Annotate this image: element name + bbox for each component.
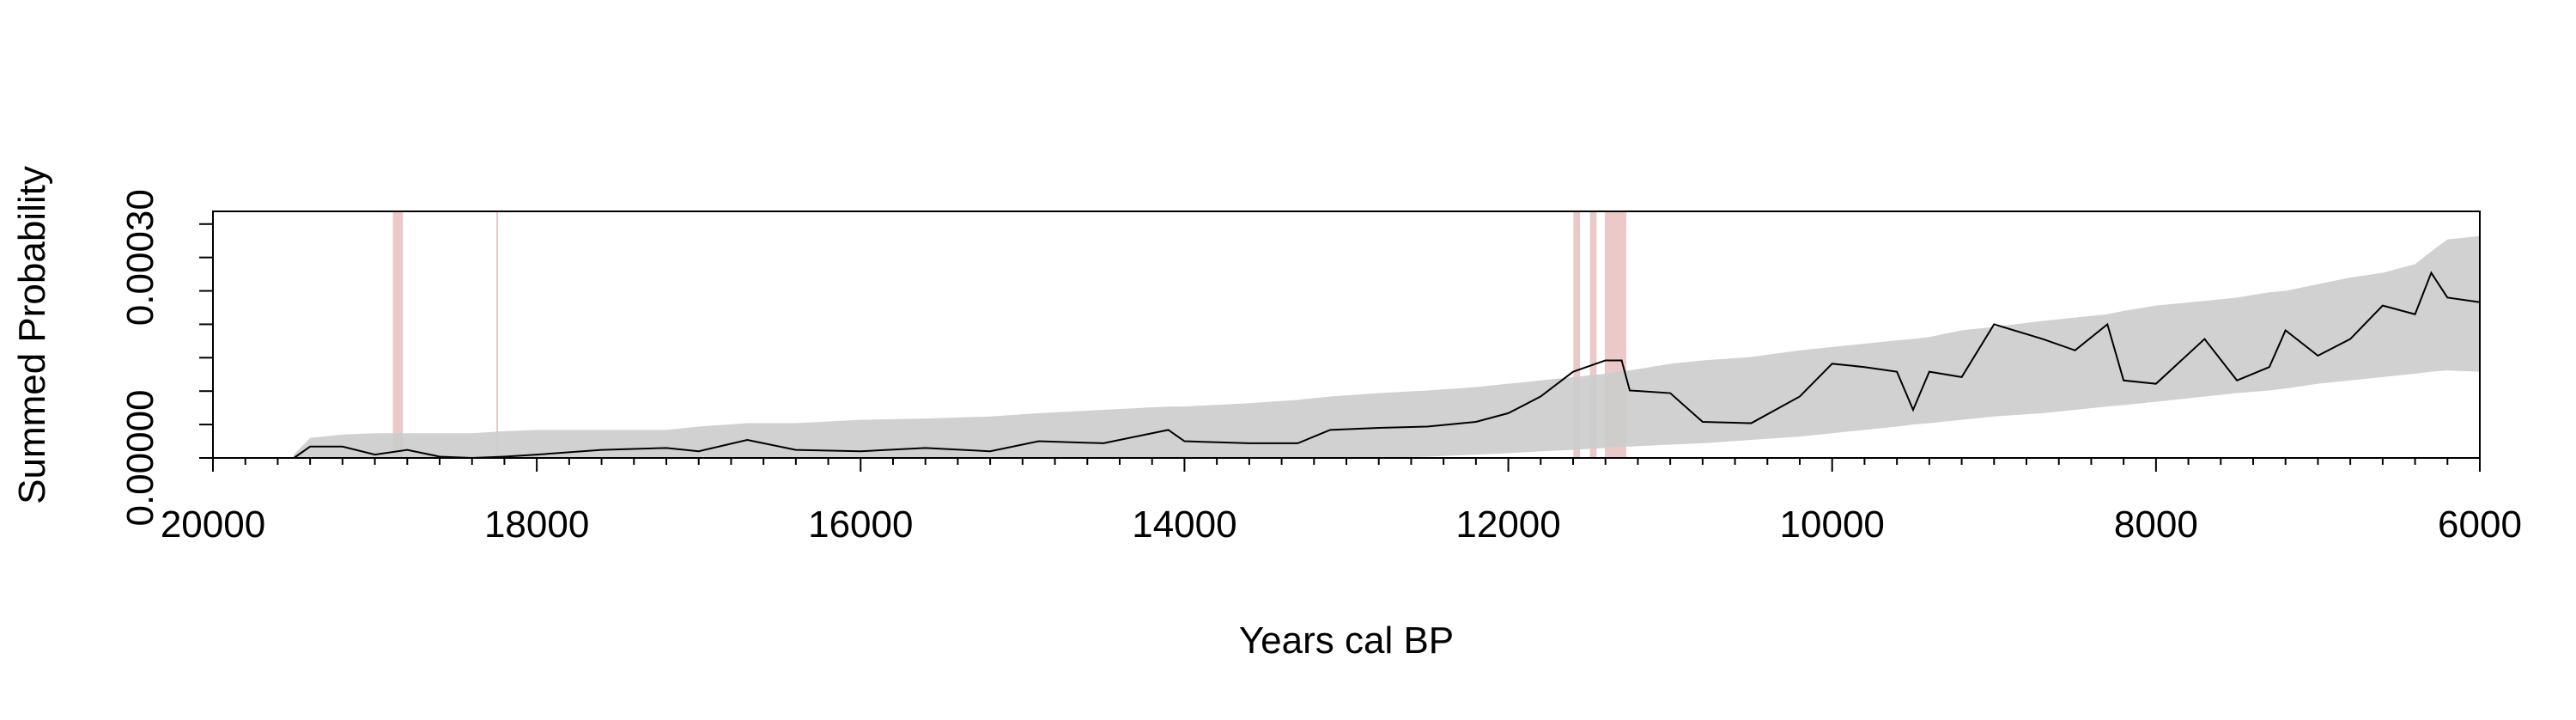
x-tick-label: 14000 xyxy=(1132,503,1236,546)
y-tick-label: 0.00030 xyxy=(119,189,161,326)
highlight-band xyxy=(1573,211,1581,458)
x-tick-label: 12000 xyxy=(1455,503,1560,546)
x-tick-label: 16000 xyxy=(808,503,913,546)
y-axis-label: Summed Probability xyxy=(11,166,53,504)
x-tick-label: 20000 xyxy=(161,503,265,546)
x-tick-label: 18000 xyxy=(484,503,589,546)
x-axis-label: Years cal BP xyxy=(1239,619,1454,662)
highlight-band xyxy=(392,211,404,458)
x-tick-label: 8000 xyxy=(2114,503,2198,546)
highlight-band xyxy=(1589,211,1597,458)
x-tick-label: 10000 xyxy=(1780,503,1885,546)
highlight-band xyxy=(496,211,498,458)
summed-probability-line xyxy=(293,271,2481,460)
y-tick-label: 0.00000 xyxy=(119,389,161,526)
x-tick-label: 6000 xyxy=(2438,503,2522,546)
envelope xyxy=(294,235,2481,458)
